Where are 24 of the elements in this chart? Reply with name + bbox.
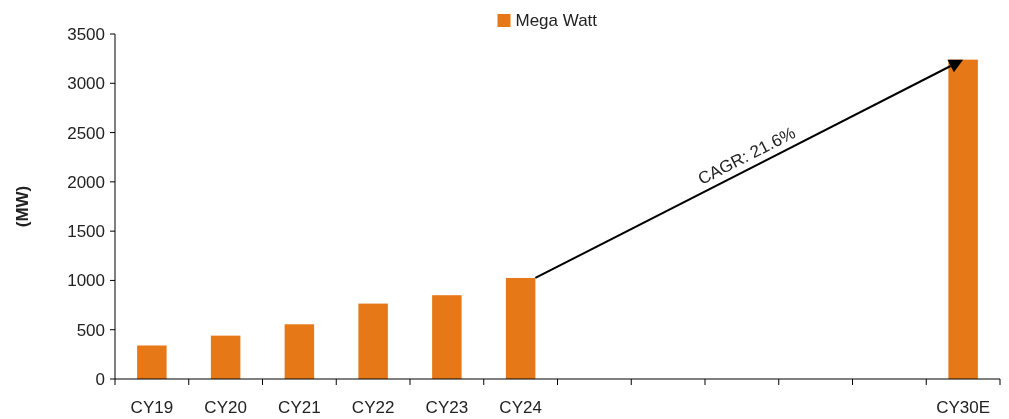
y-tick-label: 2500 [67, 123, 105, 143]
bar [432, 295, 462, 379]
y-tick-label: 2000 [67, 172, 105, 192]
y-tick-label: 1000 [67, 271, 105, 291]
x-tick-label: CY22 [351, 398, 395, 417]
bar [358, 303, 388, 379]
x-tick-label: CY30E [936, 398, 991, 417]
bar [210, 335, 241, 379]
x-tick-label: CY21 [278, 398, 321, 417]
bar [137, 345, 167, 379]
bar [505, 277, 536, 379]
x-tick-label: CY20 [204, 398, 247, 417]
y-tick-label: 1500 [67, 222, 105, 242]
y-tick-label: 3500 [67, 24, 105, 44]
y-tick-label: 500 [76, 320, 105, 340]
x-tick-label: CY24 [499, 398, 542, 417]
x-tick-label: CY23 [425, 398, 469, 417]
y-tick-label: 3000 [67, 74, 105, 94]
y-axis-title: (MW) [13, 185, 32, 228]
legend-label: Mega Watt [515, 11, 598, 30]
y-tick-label: 0 [95, 369, 105, 389]
x-tick-label: CY19 [130, 398, 174, 417]
bar [948, 59, 978, 379]
bar [284, 324, 315, 379]
